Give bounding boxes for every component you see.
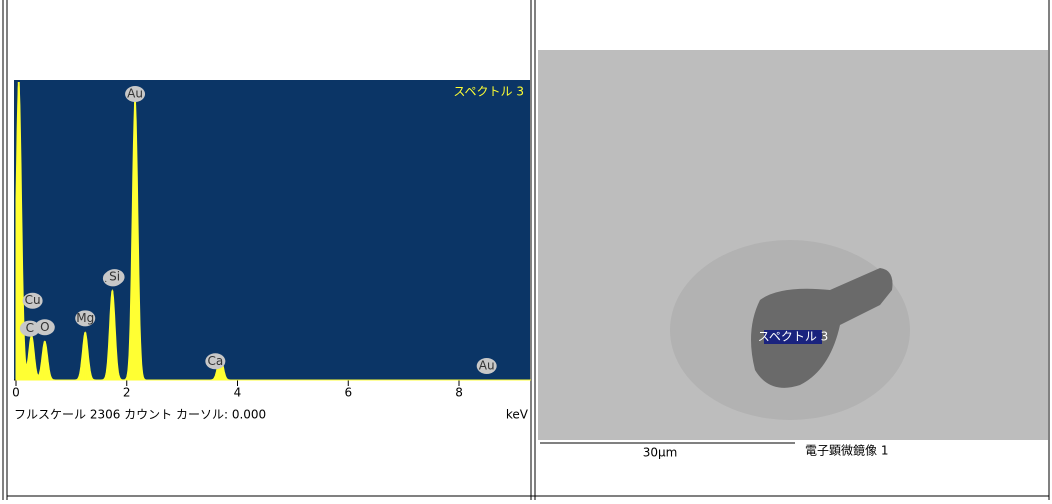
x-tick-label: 2 bbox=[123, 386, 131, 400]
plot-area bbox=[14, 80, 530, 380]
sem-image: スペクトル 3 30µm 電子顕微鏡像 1 bbox=[538, 50, 1048, 460]
x-tick-label: 6 bbox=[344, 386, 352, 400]
marker-label: Au bbox=[479, 359, 495, 373]
marker bbox=[205, 353, 226, 370]
marker-label: C bbox=[26, 321, 34, 335]
caption: 電子顕微鏡像 1 bbox=[805, 443, 888, 458]
x-tick-label: 8 bbox=[455, 386, 463, 400]
marker bbox=[22, 292, 43, 309]
marker-label: O bbox=[40, 320, 49, 334]
spectrum-fill bbox=[15, 81, 531, 381]
spectrum-title: スペクトル 3 bbox=[453, 85, 524, 99]
axis-area bbox=[14, 380, 530, 407]
x-tick-label: 0 bbox=[12, 386, 20, 400]
marker-label: Si bbox=[109, 270, 120, 284]
marker bbox=[34, 319, 55, 336]
unit: keV bbox=[506, 408, 529, 422]
marker bbox=[104, 269, 125, 286]
marker bbox=[476, 358, 497, 374]
x-tick-label: 4 bbox=[234, 386, 242, 400]
marker-label: Ca bbox=[207, 354, 223, 368]
marker-label: Cu bbox=[25, 293, 41, 307]
marker bbox=[19, 320, 40, 337]
spot-box bbox=[764, 330, 822, 344]
marker-label: Au bbox=[127, 87, 143, 101]
marker bbox=[125, 86, 146, 102]
info-bar bbox=[538, 440, 1048, 460]
spot-label: スペクトル 3 bbox=[758, 330, 829, 344]
marker bbox=[75, 310, 96, 327]
marker-label: Mg bbox=[76, 311, 94, 325]
spectrum: スペクトル 3 フルスケール 2306 カウント カーソル: 0.000 keV… bbox=[12, 80, 531, 422]
footer: フルスケール 2306 カウント カーソル: 0.000 bbox=[14, 408, 266, 422]
particle bbox=[751, 268, 893, 388]
scale-label: 30µm bbox=[643, 446, 678, 460]
